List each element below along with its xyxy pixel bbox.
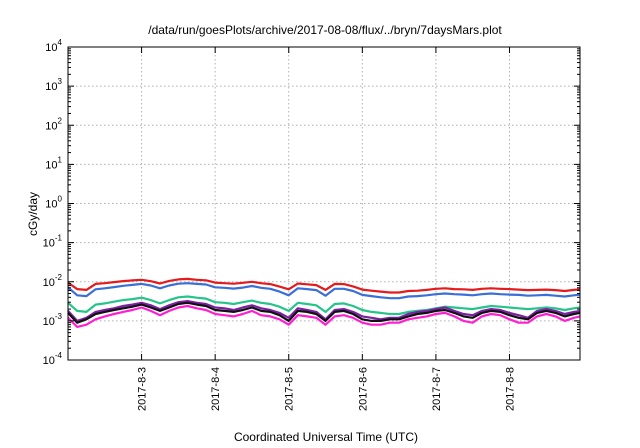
- y-tick-exponent: -3: [55, 312, 63, 321]
- y-tick-exponent: 0: [58, 195, 63, 204]
- x-axis-label: Coordinated Universal Time (UTC): [234, 430, 418, 444]
- y-tick-exponent: -1: [55, 234, 63, 243]
- series-line-5: [67, 301, 581, 324]
- x-tick-label: 2017-8-4: [210, 367, 222, 411]
- plot-frame: [67, 46, 581, 361]
- y-tick-label: 102: [45, 116, 62, 132]
- y-tick-label: 101: [45, 155, 62, 171]
- y-tick-exponent: 2: [58, 116, 63, 125]
- y-tick-label: 103: [45, 77, 62, 93]
- y-tick-label: 10-3: [43, 312, 63, 328]
- x-tick-label: 2017-8-5: [284, 367, 296, 411]
- y-tick-exponent: -4: [55, 351, 63, 360]
- series-line-3: [67, 295, 581, 316]
- chart-title: /data/run/goesPlots/archive/2017-08-08/f…: [148, 23, 502, 37]
- series-line-1: [67, 277, 581, 294]
- y-tick-label: 100: [45, 195, 62, 211]
- x-tick-label: 2017-8-7: [431, 367, 443, 411]
- x-tick-label: 2017-8-6: [357, 367, 369, 411]
- y-tick-label: 10-4: [43, 351, 63, 367]
- y-tick-label: 10-2: [43, 273, 63, 289]
- series-line-4: [67, 300, 581, 322]
- series-line-6: [67, 304, 581, 328]
- y-tick-label: 10-1: [43, 234, 63, 250]
- y-tick-exponent: 4: [58, 38, 63, 47]
- y-tick-exponent: 3: [58, 77, 63, 86]
- y-tick-label: 104: [45, 38, 62, 54]
- series-layer: [67, 277, 581, 328]
- y-tick-exponent: -2: [55, 273, 63, 282]
- x-tick-label: 2017-8-3: [137, 367, 149, 411]
- x-axis: 2017-8-3 2017-8-4 2017-8-5 2017-8-6 2017-8-7…: [137, 47, 516, 411]
- y-axis-label: cGy/day: [26, 192, 40, 236]
- y-tick-exponent: 1: [58, 155, 63, 164]
- x-tick-label: 2017-8-8: [504, 367, 516, 411]
- series-line-2: [67, 282, 581, 300]
